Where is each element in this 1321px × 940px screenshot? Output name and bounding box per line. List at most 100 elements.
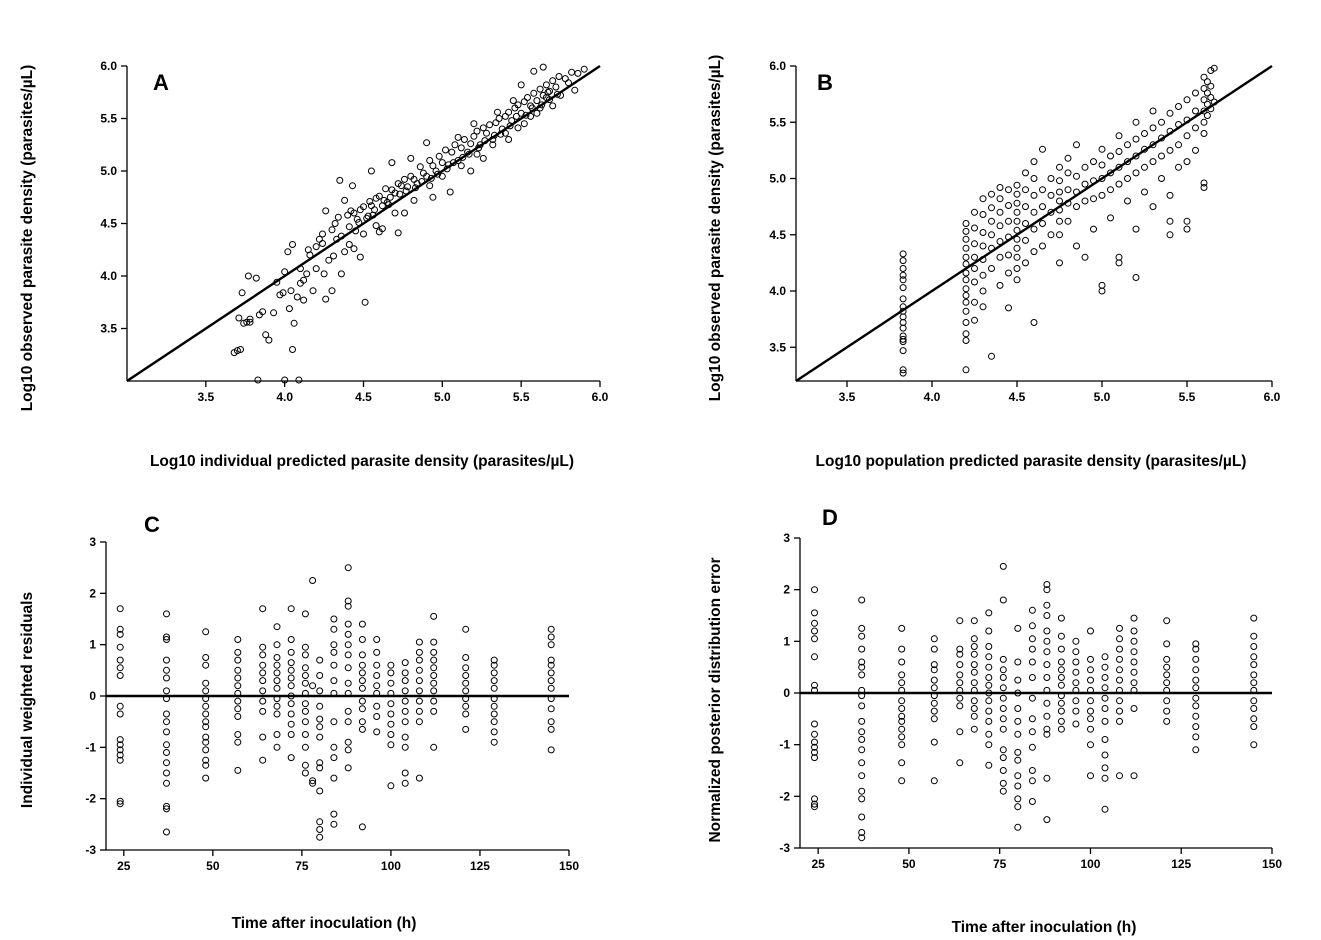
data-point bbox=[999, 779, 1007, 787]
data-point bbox=[462, 725, 470, 733]
data-point bbox=[956, 671, 964, 679]
data-point bbox=[202, 628, 210, 636]
data-point bbox=[811, 800, 818, 808]
x-tick-label: 100 bbox=[1080, 857, 1100, 871]
data-point bbox=[1043, 774, 1051, 782]
data-point bbox=[202, 733, 210, 741]
data-point bbox=[233, 347, 241, 355]
data-point bbox=[296, 265, 304, 273]
data-point bbox=[330, 743, 338, 751]
data-point bbox=[985, 609, 993, 617]
y-tick-label: 3.5 bbox=[769, 340, 786, 354]
x-tick-label: 4.0 bbox=[924, 390, 941, 404]
data-point bbox=[1043, 581, 1051, 588]
y-tick-label: 6.0 bbox=[769, 59, 786, 73]
data-point bbox=[1028, 622, 1036, 630]
data-point bbox=[1056, 188, 1063, 196]
data-point bbox=[1087, 666, 1094, 674]
data-point bbox=[287, 731, 295, 738]
data-point bbox=[996, 208, 1004, 216]
data-point bbox=[415, 638, 423, 646]
data-point bbox=[325, 256, 333, 264]
data-point bbox=[234, 636, 242, 643]
x-tick-label: 150 bbox=[559, 859, 579, 873]
data-point bbox=[331, 220, 339, 227]
data-point bbox=[430, 672, 438, 679]
data-point bbox=[530, 67, 538, 75]
data-point bbox=[988, 217, 995, 225]
data-point bbox=[544, 88, 552, 96]
data-point bbox=[295, 376, 303, 384]
data-point bbox=[364, 212, 372, 220]
data-point bbox=[1043, 816, 1051, 824]
data-point bbox=[1087, 627, 1094, 635]
data-point bbox=[460, 136, 468, 143]
data-point bbox=[1130, 627, 1138, 635]
data-point bbox=[336, 176, 344, 184]
data-point bbox=[996, 253, 1004, 261]
y-axis-label: Log10 observed parasite density (parasit… bbox=[19, 65, 36, 412]
data-point bbox=[486, 121, 494, 129]
data-point bbox=[1028, 798, 1036, 805]
data-point bbox=[1090, 177, 1097, 185]
data-point bbox=[988, 231, 995, 239]
data-point bbox=[116, 630, 124, 638]
data-point bbox=[899, 347, 907, 355]
data-point bbox=[382, 185, 390, 193]
y-tick-label: 4.5 bbox=[769, 228, 786, 242]
data-point bbox=[970, 679, 978, 687]
data-point bbox=[479, 124, 487, 132]
data-point bbox=[316, 656, 324, 664]
data-point bbox=[858, 632, 866, 640]
data-point bbox=[356, 253, 364, 261]
data-point bbox=[547, 669, 555, 677]
data-point bbox=[979, 195, 987, 203]
data-point bbox=[1210, 98, 1218, 106]
data-point bbox=[273, 669, 281, 677]
data-point bbox=[273, 654, 281, 661]
data-point bbox=[489, 136, 497, 143]
data-point bbox=[898, 777, 906, 785]
data-point bbox=[273, 710, 281, 718]
data-point bbox=[163, 633, 170, 641]
data-point bbox=[1014, 795, 1022, 803]
data-point bbox=[330, 661, 338, 669]
data-point bbox=[358, 620, 366, 628]
data-point bbox=[410, 196, 418, 204]
data-point bbox=[1022, 169, 1029, 177]
data-point bbox=[259, 697, 267, 705]
data-point bbox=[1072, 648, 1080, 656]
data-point bbox=[1175, 121, 1182, 128]
data-point bbox=[426, 182, 434, 190]
data-point bbox=[287, 754, 295, 762]
data-point bbox=[1087, 655, 1094, 663]
data-point bbox=[401, 659, 409, 667]
data-point bbox=[337, 270, 345, 278]
data-point bbox=[1166, 146, 1174, 154]
data-point bbox=[1116, 624, 1123, 632]
data-point bbox=[985, 697, 993, 705]
data-point bbox=[547, 718, 555, 726]
data-point bbox=[430, 687, 438, 695]
data-point bbox=[202, 723, 210, 731]
data-point bbox=[956, 645, 964, 653]
data-point bbox=[970, 697, 978, 705]
data-point bbox=[999, 674, 1007, 681]
data-point bbox=[985, 761, 993, 769]
data-point bbox=[899, 257, 907, 265]
data-point bbox=[1130, 686, 1138, 694]
panel-c-residual-plot: C 25 50 75 100 125 150 -3 -2 -1 0 1 2 3 Time after … bbox=[19, 512, 579, 932]
data-point bbox=[858, 671, 866, 679]
data-point bbox=[1183, 116, 1191, 124]
y-tick-label: 3 bbox=[89, 535, 96, 549]
data-point bbox=[163, 695, 170, 703]
data-point bbox=[301, 610, 309, 618]
data-point bbox=[234, 666, 242, 674]
data-point bbox=[970, 635, 978, 643]
data-point bbox=[930, 676, 938, 684]
data-point bbox=[1087, 697, 1094, 705]
data-point bbox=[270, 309, 278, 317]
data-point bbox=[116, 656, 124, 664]
data-point bbox=[319, 240, 326, 247]
data-point bbox=[962, 244, 970, 252]
